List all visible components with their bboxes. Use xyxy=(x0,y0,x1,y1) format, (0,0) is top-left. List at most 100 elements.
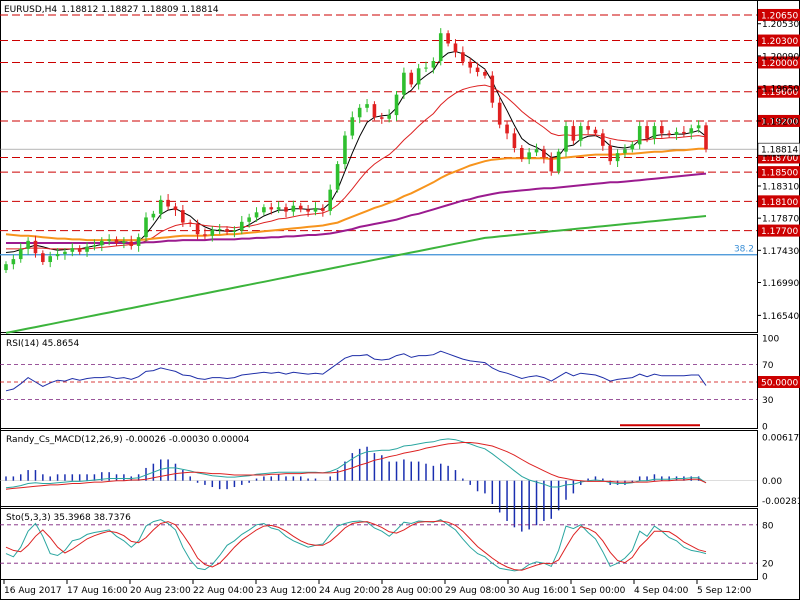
price-tick-label: 1.19650 xyxy=(762,85,799,95)
candle-body xyxy=(453,43,458,53)
candle-body xyxy=(556,151,561,172)
time-label: 24 Aug 20:00 xyxy=(319,586,380,596)
candle-body xyxy=(129,241,134,246)
candle-body xyxy=(41,253,45,263)
price-level-label: 1.18500 xyxy=(761,169,798,179)
candle-body xyxy=(379,117,384,119)
candle-body xyxy=(306,209,310,212)
candle-body xyxy=(534,149,539,153)
rsi-tick-label: 0 xyxy=(762,423,768,433)
stochastic-axis: 80 20 0 xyxy=(762,521,774,582)
price-level-tag xyxy=(758,56,800,69)
ma-line-green xyxy=(5,215,707,334)
stochastic-tick-label: 0 xyxy=(762,573,768,583)
macd-content xyxy=(0,438,757,532)
price-tick-label: 1.16540 xyxy=(762,312,799,322)
candle-body xyxy=(696,125,701,129)
stochastic-content xyxy=(0,519,757,572)
candle-body xyxy=(151,213,156,218)
candle-body xyxy=(158,199,163,214)
macd-tick-label: 0.00617 xyxy=(762,434,799,444)
candle-body xyxy=(85,246,89,252)
time-label: 29 Aug 08:00 xyxy=(445,586,506,596)
candle-body xyxy=(291,205,296,212)
candle-body xyxy=(505,124,509,134)
candle-body xyxy=(637,126,642,145)
candle-body xyxy=(623,149,627,154)
candle-body xyxy=(630,144,635,150)
candle-body xyxy=(335,164,340,190)
price-level-tag xyxy=(758,114,800,127)
candle-body xyxy=(11,259,16,265)
candle-body xyxy=(254,212,259,218)
price-tick-label: 1.20530 xyxy=(762,20,799,30)
candle-body xyxy=(4,264,8,271)
candle-body xyxy=(446,33,450,44)
price-tick-label: 1.19200 xyxy=(762,117,799,127)
rsi-line xyxy=(5,350,707,392)
price-tick-label: 1.16990 xyxy=(762,279,799,289)
macd-line-main xyxy=(5,438,707,489)
macd-title: Randy_Cs_MACD(12,26,9) -0.00026 -0.00030… xyxy=(6,435,250,445)
candle-body xyxy=(321,207,325,211)
candle-body xyxy=(26,240,30,249)
rsi-tick-label: 100 xyxy=(762,335,779,345)
rsi-axis: 100705030050.0000 xyxy=(758,335,800,433)
candle-body xyxy=(461,52,465,62)
price-pane[interactable]: 38.2 1.20650 1.20300 1.20000 1.19600 1.19200… xyxy=(0,0,800,334)
candle-body xyxy=(70,248,75,252)
candle-body xyxy=(232,230,237,233)
candle-body xyxy=(593,129,598,134)
stochastic-pane[interactable]: 80 20 0 Sto(5,3,3) 35.3968 38.7376 xyxy=(0,508,774,583)
price-tick-label: 1.18310 xyxy=(762,183,799,193)
candle-body xyxy=(667,133,671,135)
stochastic-tick-label: 20 xyxy=(762,560,774,570)
stochastic-line-signal xyxy=(5,520,707,571)
rsi-pane[interactable]: 100705030050.0000 RSI(14) 45.8654 xyxy=(0,334,800,433)
candle-body xyxy=(217,229,222,231)
candle-body xyxy=(181,210,185,223)
candle-body xyxy=(276,207,281,210)
candle-body xyxy=(571,126,576,141)
ma-line-orange xyxy=(5,147,706,242)
stochastic-title: Sto(5,3,3) 35.3968 38.7376 xyxy=(6,513,131,523)
candle-body xyxy=(173,206,178,211)
rsi-content xyxy=(0,350,757,427)
candle-body xyxy=(136,237,141,246)
candle-body xyxy=(99,240,104,246)
macd-pane[interactable]: 0.00617 0.00 -0.00281 Randy_Cs_MACD(12,26,… xyxy=(0,430,800,532)
rsi-level-label: 50.0000 xyxy=(761,379,798,389)
macd-pane-border xyxy=(0,430,758,507)
candle-body xyxy=(365,104,369,108)
fib-382-label: 38.2 xyxy=(734,245,754,255)
price-level-label: 1.20650 xyxy=(761,11,798,21)
candle-body xyxy=(203,234,207,236)
candle-body xyxy=(512,133,517,148)
candle-body xyxy=(497,102,502,125)
macd-tick-label: -0.00281 xyxy=(762,497,800,507)
macd-line-signal xyxy=(5,442,707,490)
candle-body xyxy=(262,207,266,213)
time-label: 16 Aug 2017 xyxy=(4,586,62,596)
time-label: 5 Sep 12:00 xyxy=(697,586,752,596)
candle-body xyxy=(652,126,657,139)
price-pane-border xyxy=(0,0,758,333)
candle-body xyxy=(247,217,251,222)
candle-body xyxy=(424,67,428,69)
candle-body xyxy=(210,229,215,236)
rsi-pane-border xyxy=(0,334,758,429)
candle-body xyxy=(416,68,421,85)
current-price-label: 1.18814 xyxy=(761,146,798,156)
rsi-tick-label: 30 xyxy=(762,396,774,406)
candle-body xyxy=(372,104,377,118)
candle-body xyxy=(48,256,53,263)
stochastic-line-main xyxy=(5,519,707,572)
candle-body xyxy=(431,61,436,68)
price-level-label: 1.20000 xyxy=(761,59,798,69)
price-level-label: 1.17700 xyxy=(761,227,798,237)
candle-body xyxy=(674,131,679,135)
candle-body xyxy=(519,147,524,159)
candle-body xyxy=(55,253,60,257)
